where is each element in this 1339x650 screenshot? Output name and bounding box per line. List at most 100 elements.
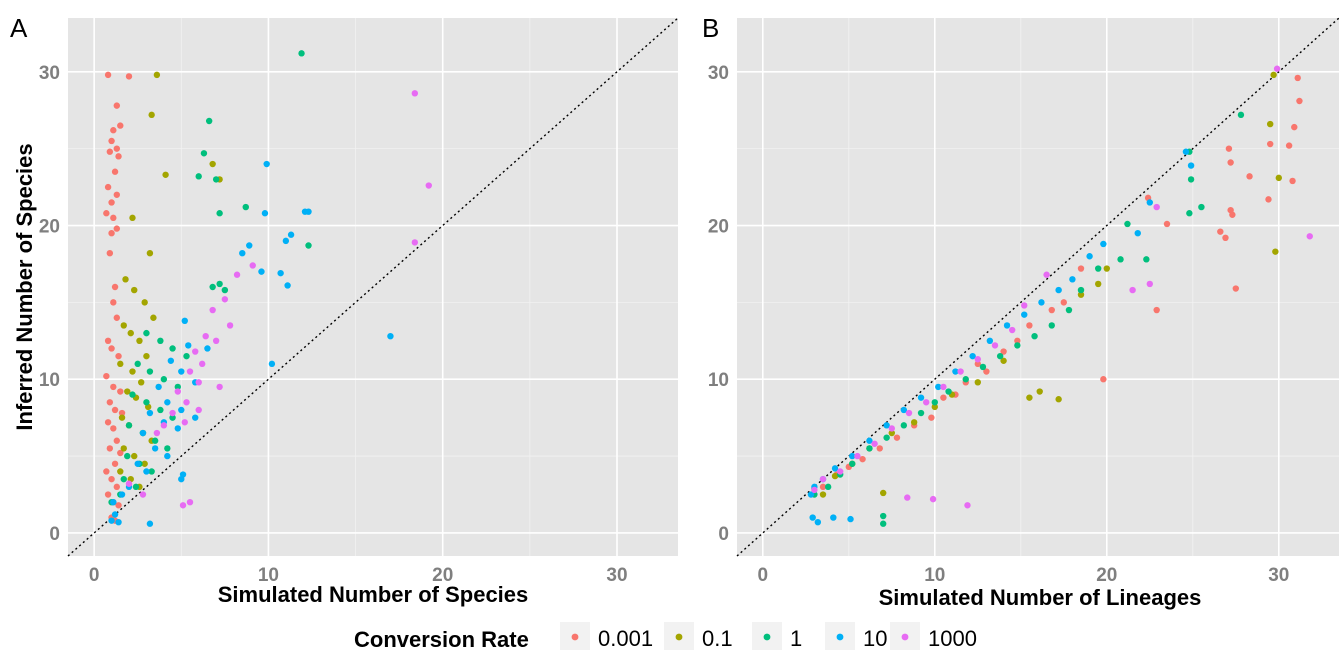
panel-b-point-rate-0.001 xyxy=(940,394,947,401)
panel-a-point-rate-1 xyxy=(157,406,164,414)
panel-b-point-rate-0.1 xyxy=(1026,394,1033,401)
panel-b-point-rate-0.001 xyxy=(1100,376,1107,383)
panel-a-point-rate-0.001 xyxy=(125,73,133,80)
panel-b-point-rate-0.001 xyxy=(1077,265,1085,272)
panel-a-point-rate-10 xyxy=(263,160,270,168)
panel-a-point-rate-0.001 xyxy=(110,214,117,222)
panel-b-point-rate-1 xyxy=(1186,210,1193,217)
panel-a-point-rate-0.001 xyxy=(113,225,121,232)
panel-b-point-rate-1 xyxy=(979,363,987,371)
panel-a-point-rate-1 xyxy=(205,117,213,125)
panel-a-point-rate-1000 xyxy=(212,337,220,344)
panel-a-point-rate-1000 xyxy=(192,348,199,355)
panel-a-point-rate-1 xyxy=(160,376,168,383)
panel-a-point-rate-0.001 xyxy=(118,409,126,417)
panel-a-point-rate-1000 xyxy=(226,322,234,329)
panel-b-point-rate-0.001 xyxy=(1000,348,1007,355)
panel-a-point-rate-1 xyxy=(209,283,216,291)
panel-b-point-rate-10 xyxy=(866,437,873,444)
panel-a-point-rate-0.1 xyxy=(117,468,124,475)
panel-b-point-rate-0.001 xyxy=(1232,285,1240,292)
panel-a-tick-labels: 0 10 20 30 0 10 20 30 xyxy=(39,63,628,586)
panel-a-point-rate-1 xyxy=(169,345,176,352)
panel-a-point-rate-10 xyxy=(146,409,154,417)
panel-a-label: A xyxy=(10,13,28,43)
panel-a-point-rate-0.001 xyxy=(106,399,114,406)
panel-b-point-rate-10 xyxy=(883,422,890,429)
panel-b-point-rate-1000 xyxy=(811,486,818,494)
panel-b-point-rate-1 xyxy=(1014,342,1021,349)
panel-a-point-rate-0.001 xyxy=(113,437,121,444)
panel-a-point-rate-0.001 xyxy=(115,352,122,360)
panel-b-point-rate-1000 xyxy=(1146,280,1154,288)
panel-a-y-tick-label: 30 xyxy=(39,63,60,84)
panel-a-point-rate-0.001 xyxy=(104,337,112,344)
panel-a-point-rate-1 xyxy=(143,399,150,406)
panel-a-y-axis-title: Inferred Number of Species xyxy=(12,143,37,430)
panel-a-point-rate-10 xyxy=(151,445,159,452)
panel-a-point-rate-1000 xyxy=(195,406,202,414)
panel-a-x-axis-title: Simulated Number of Species xyxy=(218,582,529,607)
panel-a-point-rate-0.001 xyxy=(103,210,110,217)
panel-b-point-rate-0.001 xyxy=(1014,337,1021,344)
panel-a-point-rate-1 xyxy=(148,468,155,475)
panel-a-point-rate-0.1 xyxy=(117,360,124,368)
panel-a-point-rate-1 xyxy=(134,360,141,368)
panel-a-point-rate-1 xyxy=(146,368,154,375)
panel-b-point-rate-0.1 xyxy=(888,429,895,437)
panel-b-point-rate-0.001 xyxy=(1246,173,1253,180)
panel-a-point-rate-1 xyxy=(195,173,202,180)
panel-b-point-rate-1000 xyxy=(1043,271,1050,278)
panel-b-y-tick-label: 30 xyxy=(708,63,729,84)
panel-a-points xyxy=(103,50,432,527)
panel-b-point-rate-10 xyxy=(1086,253,1093,260)
panel-a-point-rate-0.001 xyxy=(115,502,122,509)
panel-b-point-rate-1 xyxy=(1198,203,1205,211)
panel-b-point-rate-0.001 xyxy=(1222,234,1229,242)
panel-b-point-rate-10 xyxy=(969,352,976,360)
panel-a-point-rate-10 xyxy=(118,491,126,498)
panel-a-point-rate-1000 xyxy=(139,491,147,498)
panel-b-point-rate-0.1 xyxy=(831,472,839,480)
panel-a-point-rate-10 xyxy=(167,357,175,364)
panel-b-point-rate-0.001 xyxy=(1296,97,1303,105)
panel-a-point-rate-10 xyxy=(181,317,188,325)
panel-b-point-rate-0.001 xyxy=(876,445,883,452)
panel-a-point-rate-0.1 xyxy=(162,171,169,178)
panel-b-point-rate-10 xyxy=(917,394,925,401)
panel-b-point-rate-10 xyxy=(900,406,908,414)
panel-a-point-rate-0.1 xyxy=(120,322,127,329)
panel-a-point-rate-1000 xyxy=(199,360,206,368)
panel-b-point-rate-1 xyxy=(1117,256,1124,263)
panel-b-point-rate-1000 xyxy=(1306,233,1313,240)
panel-a-point-rate-10 xyxy=(261,210,269,217)
panel-b-point-rate-1 xyxy=(883,434,890,441)
panel-a-point-rate-1 xyxy=(125,422,133,429)
panel-a-point-rate-0.001 xyxy=(115,153,122,160)
panel-b-point-rate-10 xyxy=(1187,162,1195,169)
panel-a-point-rate-1 xyxy=(151,437,159,444)
panel-a-point-rate-1000 xyxy=(216,383,223,391)
legend-label-1: 1 xyxy=(790,626,802,650)
panel-b-point-rate-10 xyxy=(1003,322,1011,329)
panel-a-point-rate-1 xyxy=(200,150,208,157)
panel-b-point-rate-0.1 xyxy=(1095,280,1102,288)
panel-b-point-rate-1 xyxy=(1124,220,1131,228)
panel-b-point-rate-0.1 xyxy=(819,491,827,498)
panel-a-point-rate-0.1 xyxy=(120,445,127,452)
panel-a-point-rate-0.001 xyxy=(108,475,115,483)
legend-swatch-0.001 xyxy=(571,633,579,641)
panel-b-point-rate-1 xyxy=(1077,286,1085,294)
panel-a-point-rate-0.001 xyxy=(106,445,114,452)
panel-b-label: B xyxy=(702,13,719,43)
panel-a-point-rate-0.001 xyxy=(110,299,117,306)
panel-b-point-rate-1000 xyxy=(1153,203,1160,211)
panel-a-x-tick-label: 0 xyxy=(89,565,100,586)
panel-b-point-rate-0.001 xyxy=(1227,159,1234,166)
panel-a-point-rate-0.1 xyxy=(118,414,126,421)
panel-b-point-rate-10 xyxy=(1134,230,1141,237)
panel-b-point-rate-1 xyxy=(849,460,856,467)
panel-b-point-rate-1000 xyxy=(837,468,844,475)
panel-b-point-rate-1000 xyxy=(940,383,947,391)
panel-b-point-rate-0.1 xyxy=(1270,71,1277,79)
